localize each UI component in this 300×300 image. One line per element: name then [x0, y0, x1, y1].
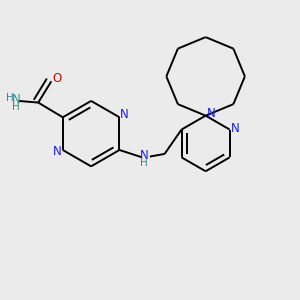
Text: N: N: [231, 122, 240, 135]
Text: H: H: [12, 102, 20, 112]
Text: H: H: [6, 93, 13, 103]
Text: N: N: [207, 106, 216, 119]
Text: N: N: [140, 149, 149, 162]
Text: O: O: [52, 72, 62, 85]
Text: N: N: [52, 145, 61, 158]
Text: N: N: [120, 108, 129, 121]
Text: H: H: [140, 158, 148, 168]
Text: N: N: [12, 93, 20, 106]
